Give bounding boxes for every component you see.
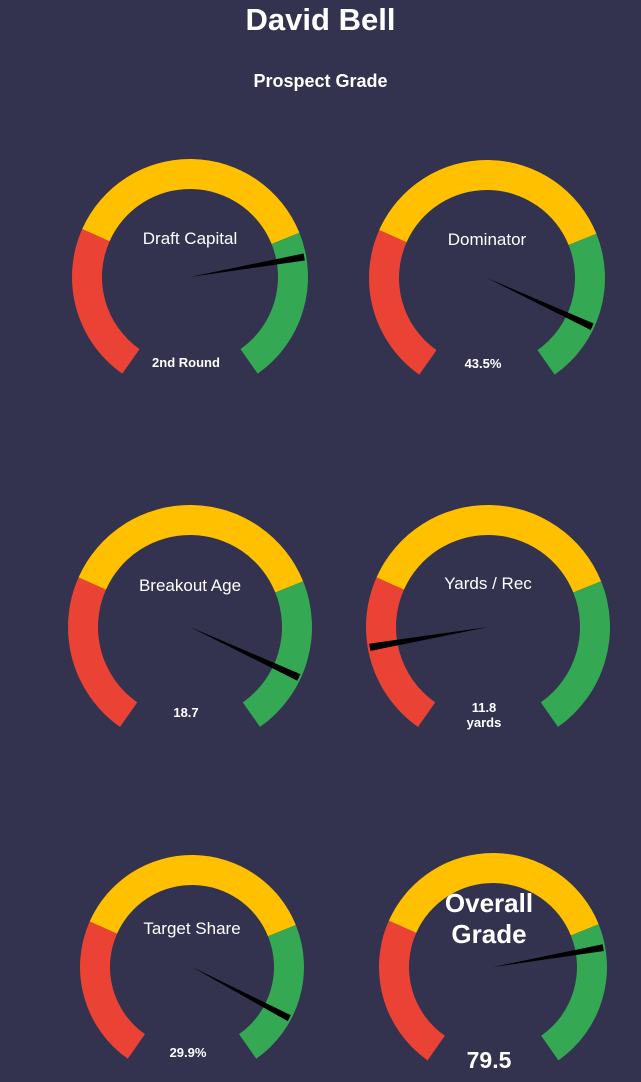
gauge-zone-red <box>79 921 145 1059</box>
gauge-zone-yellow <box>82 159 300 245</box>
gauge-zone-red <box>369 230 437 375</box>
gauge-value: 11.8 <box>472 700 497 715</box>
gauge-zone-green <box>239 925 304 1059</box>
gauge-label: Target Share <box>143 919 240 938</box>
gauge-label: Overall <box>445 888 533 918</box>
gauge-target-share: Target Share 29.9% <box>79 855 304 1060</box>
gauge-value: 2nd Round <box>152 355 220 370</box>
gauge-value: 79.5 <box>467 1047 512 1073</box>
gauge-zone-red <box>68 577 138 727</box>
gauge-needle <box>487 278 594 330</box>
page-title: David Bell <box>245 2 396 37</box>
gauge-zone-yellow <box>376 504 602 593</box>
gauge-draft-capital: Draft Capital 2nd Round <box>71 159 308 374</box>
gauge-value: 18.7 <box>173 705 198 720</box>
gauge-value: 29.9% <box>170 1045 207 1060</box>
gauge-zone-yellow <box>388 853 599 936</box>
gauge-zone-yellow <box>78 504 304 593</box>
gauge-zone-red <box>71 229 140 374</box>
page-subtitle: Prospect Grade <box>253 71 388 91</box>
gauge-zone-red <box>366 577 436 727</box>
gauge-value: yards <box>467 715 502 730</box>
gauge-zone-yellow <box>379 159 597 246</box>
gauge-label: Grade <box>451 919 526 949</box>
gauge-needle <box>369 627 488 651</box>
gauge-zone-yellow <box>89 855 296 937</box>
gauge-value: 43.5% <box>465 356 502 371</box>
gauge-zone-green <box>540 581 610 727</box>
gauge-zone-red <box>378 920 445 1061</box>
gauge-zone-green <box>541 924 607 1061</box>
gauge-zone-green <box>537 233 606 375</box>
gauge-needle <box>192 967 291 1022</box>
gauge-label: Breakout Age <box>139 576 241 595</box>
gauge-label: Yards / Rec <box>444 574 532 593</box>
gauge-needle <box>190 253 305 277</box>
gauge-label: Draft Capital <box>143 229 237 248</box>
gauge-zone-green <box>242 581 312 727</box>
gauge-needle <box>493 944 604 967</box>
gauge-zone-green <box>240 232 308 374</box>
gauge-needle <box>190 627 301 681</box>
gauge-breakout-age: Breakout Age 18.7 <box>68 504 312 727</box>
gauge-dominator: Dominator 43.5% <box>369 159 606 375</box>
gauge-label: Dominator <box>448 230 527 249</box>
